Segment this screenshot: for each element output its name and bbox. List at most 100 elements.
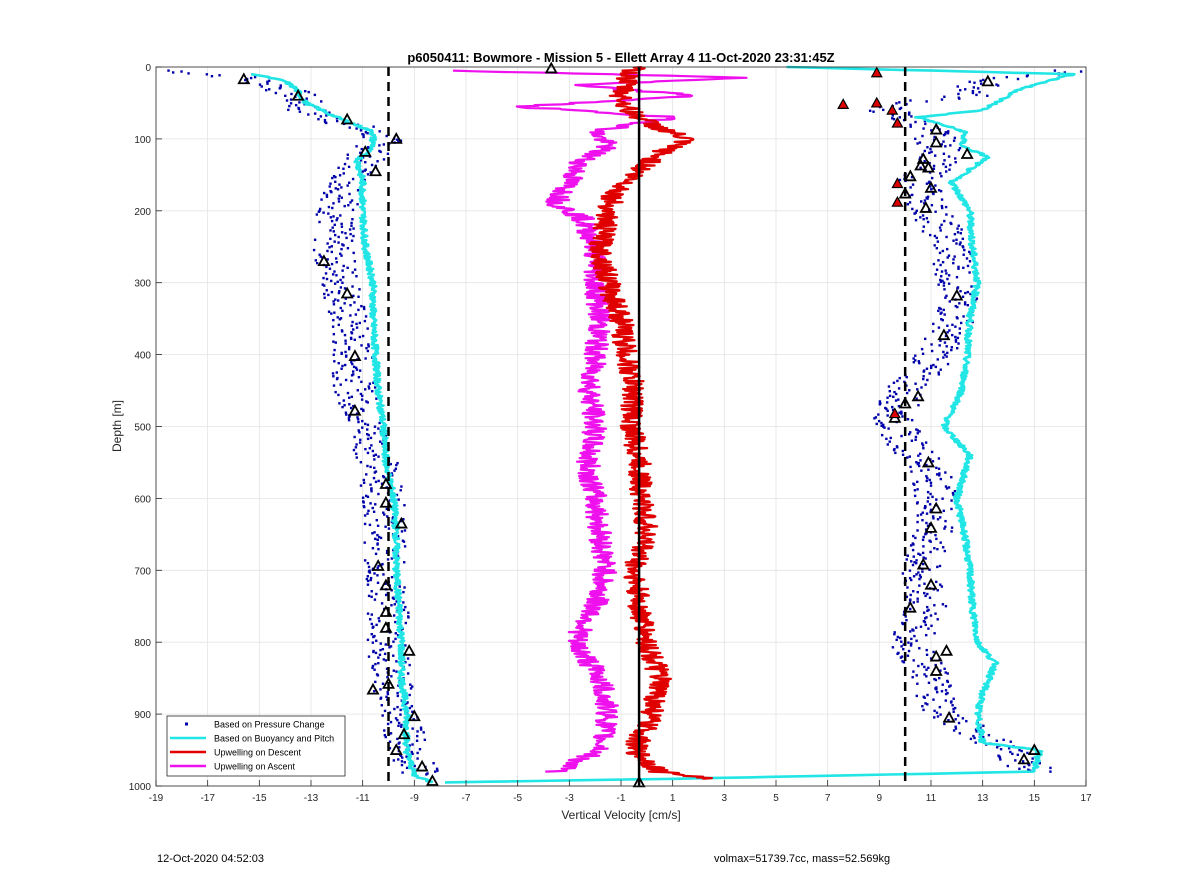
pressure-change-dot — [416, 751, 419, 755]
pressure-change-dot — [957, 342, 960, 345]
pressure-change-dot — [958, 332, 962, 335]
pressure-change-dot — [909, 123, 912, 127]
pressure-change-dot — [950, 499, 953, 502]
pressure-change-dot — [924, 169, 927, 172]
pressure-change-dot — [948, 168, 951, 171]
pressure-change-dot — [930, 176, 934, 180]
pressure-change-dot — [390, 604, 393, 607]
pressure-change-dot — [361, 496, 365, 499]
pressure-change-dot — [944, 485, 948, 488]
pressure-change-dot — [353, 260, 357, 263]
pressure-change-dot — [355, 452, 358, 456]
pressure-change-dot — [953, 232, 957, 236]
pressure-change-dot — [944, 170, 948, 173]
pressure-change-dot — [352, 294, 355, 298]
pressure-change-dot — [346, 157, 349, 160]
pressure-change-dot — [893, 631, 896, 634]
pressure-change-dot — [915, 502, 919, 505]
pressure-change-dot — [978, 90, 981, 94]
pressure-change-dot — [947, 130, 950, 133]
open-triangle-marker — [916, 152, 930, 164]
pressure-change-dot — [933, 135, 936, 139]
open-triangle-marker — [903, 600, 917, 613]
pressure-change-dot — [342, 244, 345, 247]
pressure-change-dot — [336, 217, 339, 220]
pressure-change-dot — [909, 544, 913, 547]
pressure-change-dot — [912, 555, 915, 558]
pressure-change-dot — [946, 277, 949, 281]
pressure-change-dot — [399, 489, 402, 492]
pressure-change-dot — [350, 224, 353, 227]
pressure-change-dot — [914, 536, 917, 540]
open-triangle-marker — [371, 559, 385, 571]
pressure-change-dot — [891, 117, 894, 120]
pressure-change-dot — [954, 718, 957, 721]
pressure-change-dot — [928, 478, 931, 482]
pressure-change-dot — [900, 412, 903, 415]
pressure-change-dot — [922, 556, 925, 559]
pressure-change-dot — [938, 344, 941, 347]
x-tick-label: 1 — [670, 793, 676, 804]
pressure-change-dot — [369, 502, 372, 505]
pressure-change-dot — [334, 175, 337, 179]
upwelling-on-ascentline — [452, 69, 748, 773]
pressure-change-dot — [383, 513, 386, 516]
open-triangle-marker — [921, 160, 935, 173]
pressure-change-dot — [403, 561, 406, 564]
pressure-change-dot — [915, 694, 918, 698]
pressure-change-dot — [351, 177, 355, 181]
pressure-change-dot — [903, 380, 906, 384]
pressure-change-dot — [359, 484, 363, 487]
pressure-change-dot — [944, 525, 947, 528]
pressure-change-dot — [325, 121, 328, 125]
pressure-change-dot — [334, 187, 337, 190]
pressure-change-dot — [965, 719, 968, 723]
pressure-change-dot — [908, 432, 911, 436]
pressure-change-dot — [354, 313, 358, 316]
pressure-change-dot — [943, 288, 946, 291]
pressure-change-dot — [398, 585, 401, 588]
pressure-change-dot — [926, 703, 929, 706]
pressure-change-dot — [1006, 764, 1009, 768]
pressure-change-dot — [964, 88, 967, 91]
open-triangle-marker — [929, 649, 943, 662]
pressure-change-dot — [362, 133, 365, 137]
open-triangle-marker — [379, 578, 393, 591]
x-tick-label: -3 — [565, 793, 574, 804]
pressure-change-dot — [340, 231, 344, 234]
pressure-change-dot — [910, 115, 913, 118]
pressure-change-dot — [907, 113, 911, 116]
pressure-change-dot — [372, 476, 376, 480]
pressure-change-dot — [381, 682, 385, 685]
pressure-change-dot — [929, 366, 933, 370]
pressure-change-dot — [877, 419, 881, 423]
open-triangle-marker — [939, 643, 954, 656]
pressure-change-dot — [959, 289, 962, 293]
pressure-change-dot — [355, 322, 358, 326]
pressure-change-dot — [350, 239, 354, 242]
pressure-change-dot — [923, 149, 927, 153]
pressure-change-dot — [906, 554, 909, 557]
open-triangle-marker — [407, 709, 421, 722]
pressure-change-dot — [337, 200, 341, 203]
pressure-change-dot — [924, 533, 927, 536]
open-triangle-marker — [544, 61, 558, 74]
pressure-change-dot — [347, 347, 351, 351]
filled-triangle-marker — [837, 98, 850, 109]
pressure-change-dot — [939, 669, 942, 672]
pressure-change-dot — [936, 715, 940, 718]
pressure-change-dot — [931, 460, 935, 463]
pressure-change-dot — [249, 76, 253, 80]
pressure-change-dot — [367, 565, 371, 569]
pressure-change-dot — [922, 127, 925, 130]
open-triangle-marker — [1017, 752, 1031, 765]
legend-entry-label: Based on Pressure Change — [214, 720, 325, 730]
pressure-change-dot — [969, 737, 973, 741]
pressure-change-dot — [955, 238, 958, 241]
pressure-change-dot — [397, 721, 401, 725]
pressure-change-dot — [331, 206, 334, 210]
pressure-change-dot — [958, 146, 962, 150]
pressure-change-dot — [330, 262, 334, 266]
pressure-change-dot — [944, 604, 948, 608]
pressure-change-dot — [920, 386, 923, 389]
